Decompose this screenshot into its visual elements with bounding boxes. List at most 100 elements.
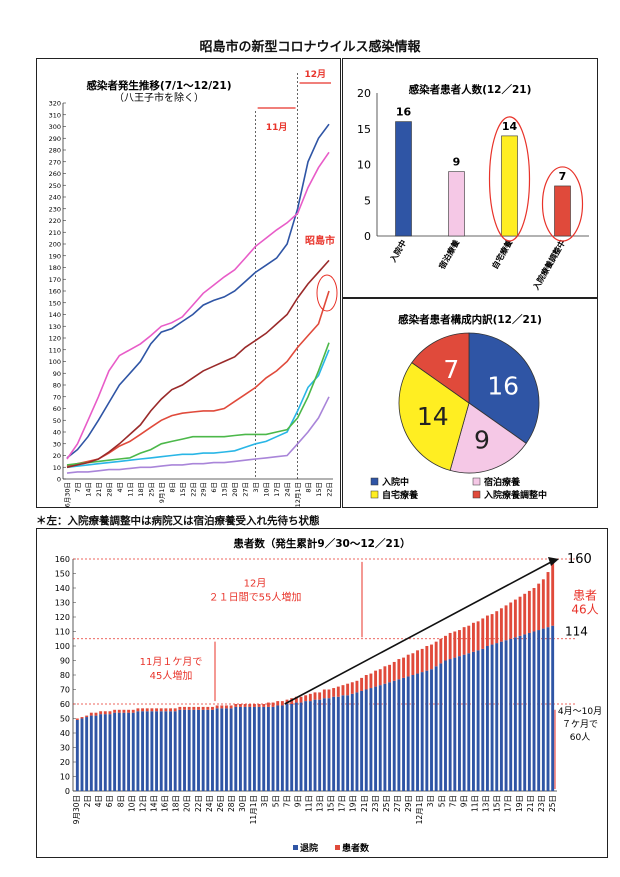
line-chart: 感染者発生推移(7/1～12/21)（八王子市を除く） 0 10 20 30 40 50 60… (49, 69, 338, 550)
bar-patients (485, 615, 489, 646)
x-tick-label: 12日 (138, 795, 147, 812)
bar-discharged (155, 711, 158, 791)
y-tick-label: 60 (60, 700, 70, 709)
bar-discharged (406, 676, 410, 791)
y-tick-label: 160 (49, 288, 61, 296)
bar-discharged (169, 711, 172, 791)
pie-value-label: 7 (443, 355, 459, 384)
bar-discharged (499, 641, 503, 791)
bar-discharged (238, 706, 242, 791)
x-tick-label: 25日 (548, 795, 557, 812)
x-tick-label: 27日 (242, 482, 250, 497)
x-tick-label: 4日 (116, 482, 124, 493)
bar-patients (206, 706, 210, 710)
bar-discharged (416, 673, 419, 791)
bar-patients (397, 659, 401, 680)
bar-patients (131, 709, 135, 713)
bar-patients (113, 709, 117, 713)
bar-patients (285, 699, 289, 704)
bar-patients (80, 717, 84, 719)
bar-discharged (280, 705, 284, 791)
bar-patients (504, 605, 508, 641)
y-tick-label: 220 (49, 217, 61, 225)
pie-slice-宿泊療養 (449, 402, 527, 474)
bar-category-label: 自宅療養 (490, 238, 515, 271)
bar-patients (280, 701, 284, 706)
bar-patients (117, 709, 121, 713)
trend-arrow (284, 560, 554, 705)
callout-label: 昭島市 (305, 234, 335, 247)
pie-slice-入院療養調整中 (411, 332, 470, 404)
bar-patients (439, 638, 443, 664)
y-tick-label: 20 (53, 452, 61, 460)
x-tick-label: 7日 (74, 482, 82, 493)
series-line-武蔵村山市 (66, 396, 330, 474)
bar-discharged (402, 677, 405, 791)
bar-discharged (546, 627, 550, 791)
bar-patients (201, 706, 205, 710)
bar-patients (271, 702, 275, 707)
bar-patients (187, 706, 191, 710)
y-tick-label: 180 (49, 264, 61, 272)
x-tick-label: 10日 (127, 795, 136, 812)
bar-patients (462, 627, 466, 655)
dec-annotation: 12月 (244, 578, 267, 590)
x-tick-label: 15日 (179, 482, 187, 497)
bar-highlight-circle (541, 166, 584, 242)
bar-patients (257, 704, 261, 707)
bar-patients (313, 692, 317, 700)
line-chart-title: 感染者発生推移(7/1～12/21) (86, 79, 231, 92)
bar-discharged (439, 663, 443, 791)
bar-宿泊療養 (448, 171, 465, 237)
y-tick-label: 200 (49, 241, 61, 249)
bar-discharged (523, 634, 527, 791)
bar-discharged (197, 709, 200, 791)
line-chart-subtitle: （八王子市を除く） (114, 91, 204, 104)
bar-discharged (80, 718, 84, 791)
bar-patients (388, 664, 392, 683)
x-tick-label: 9月1日 (158, 482, 166, 503)
y-tick-label: 250 (49, 182, 61, 190)
bar-discharged (178, 709, 182, 791)
x-tick-label: 2日 (83, 795, 92, 807)
legend-label: 入院療養調整中 (483, 489, 547, 501)
bar-discharged (225, 708, 228, 791)
series-line-青梅市 (66, 259, 330, 469)
bar-discharged (122, 712, 126, 791)
y-tick-label: 100 (55, 642, 70, 651)
y-tick-label: 80 (60, 671, 70, 680)
x-tick-label: 12月1日 (415, 795, 424, 824)
bar-patients (85, 715, 89, 718)
y-tick-label: 5 (364, 194, 371, 207)
legend-swatch (293, 845, 298, 850)
bar-discharged (276, 705, 280, 791)
pie-value-label: 16 (487, 371, 519, 400)
y-tick-label: 20 (60, 758, 70, 767)
bar-highlight-circle (488, 116, 531, 242)
bar-category-label: 入院療養調整中 (530, 238, 567, 292)
x-tick-label: 29日 (200, 482, 208, 497)
series-line-昭島市 (66, 290, 330, 467)
y-tick-label: 190 (49, 252, 61, 260)
y-tick-label: 110 (49, 346, 61, 354)
x-tick-label: 6日 (105, 795, 114, 807)
dec-annotation-detail: ２１日間で55人増加 (209, 591, 302, 604)
bar-value-label: 7 (559, 170, 567, 183)
x-tick-label: 24日 (205, 795, 214, 812)
x-tick-label: 10日 (263, 482, 271, 497)
y-tick-label: 90 (60, 657, 70, 666)
bar-patients (266, 702, 270, 707)
bar-discharged (425, 670, 429, 791)
bar-patients (248, 704, 252, 707)
bar-discharged (485, 646, 489, 791)
x-tick-label: 9日 (293, 795, 302, 807)
legend-label: 入院中 (381, 476, 409, 488)
x-tick-label: 15日 (315, 482, 323, 497)
bar-value-label: 16 (396, 106, 412, 119)
bar-discharged (458, 656, 461, 791)
y-tick-label: 90 (53, 370, 61, 378)
bar-discharged (252, 706, 256, 791)
legend-swatch (335, 845, 340, 850)
x-tick-label: 16日 (161, 795, 170, 812)
bar-discharged (346, 695, 350, 791)
